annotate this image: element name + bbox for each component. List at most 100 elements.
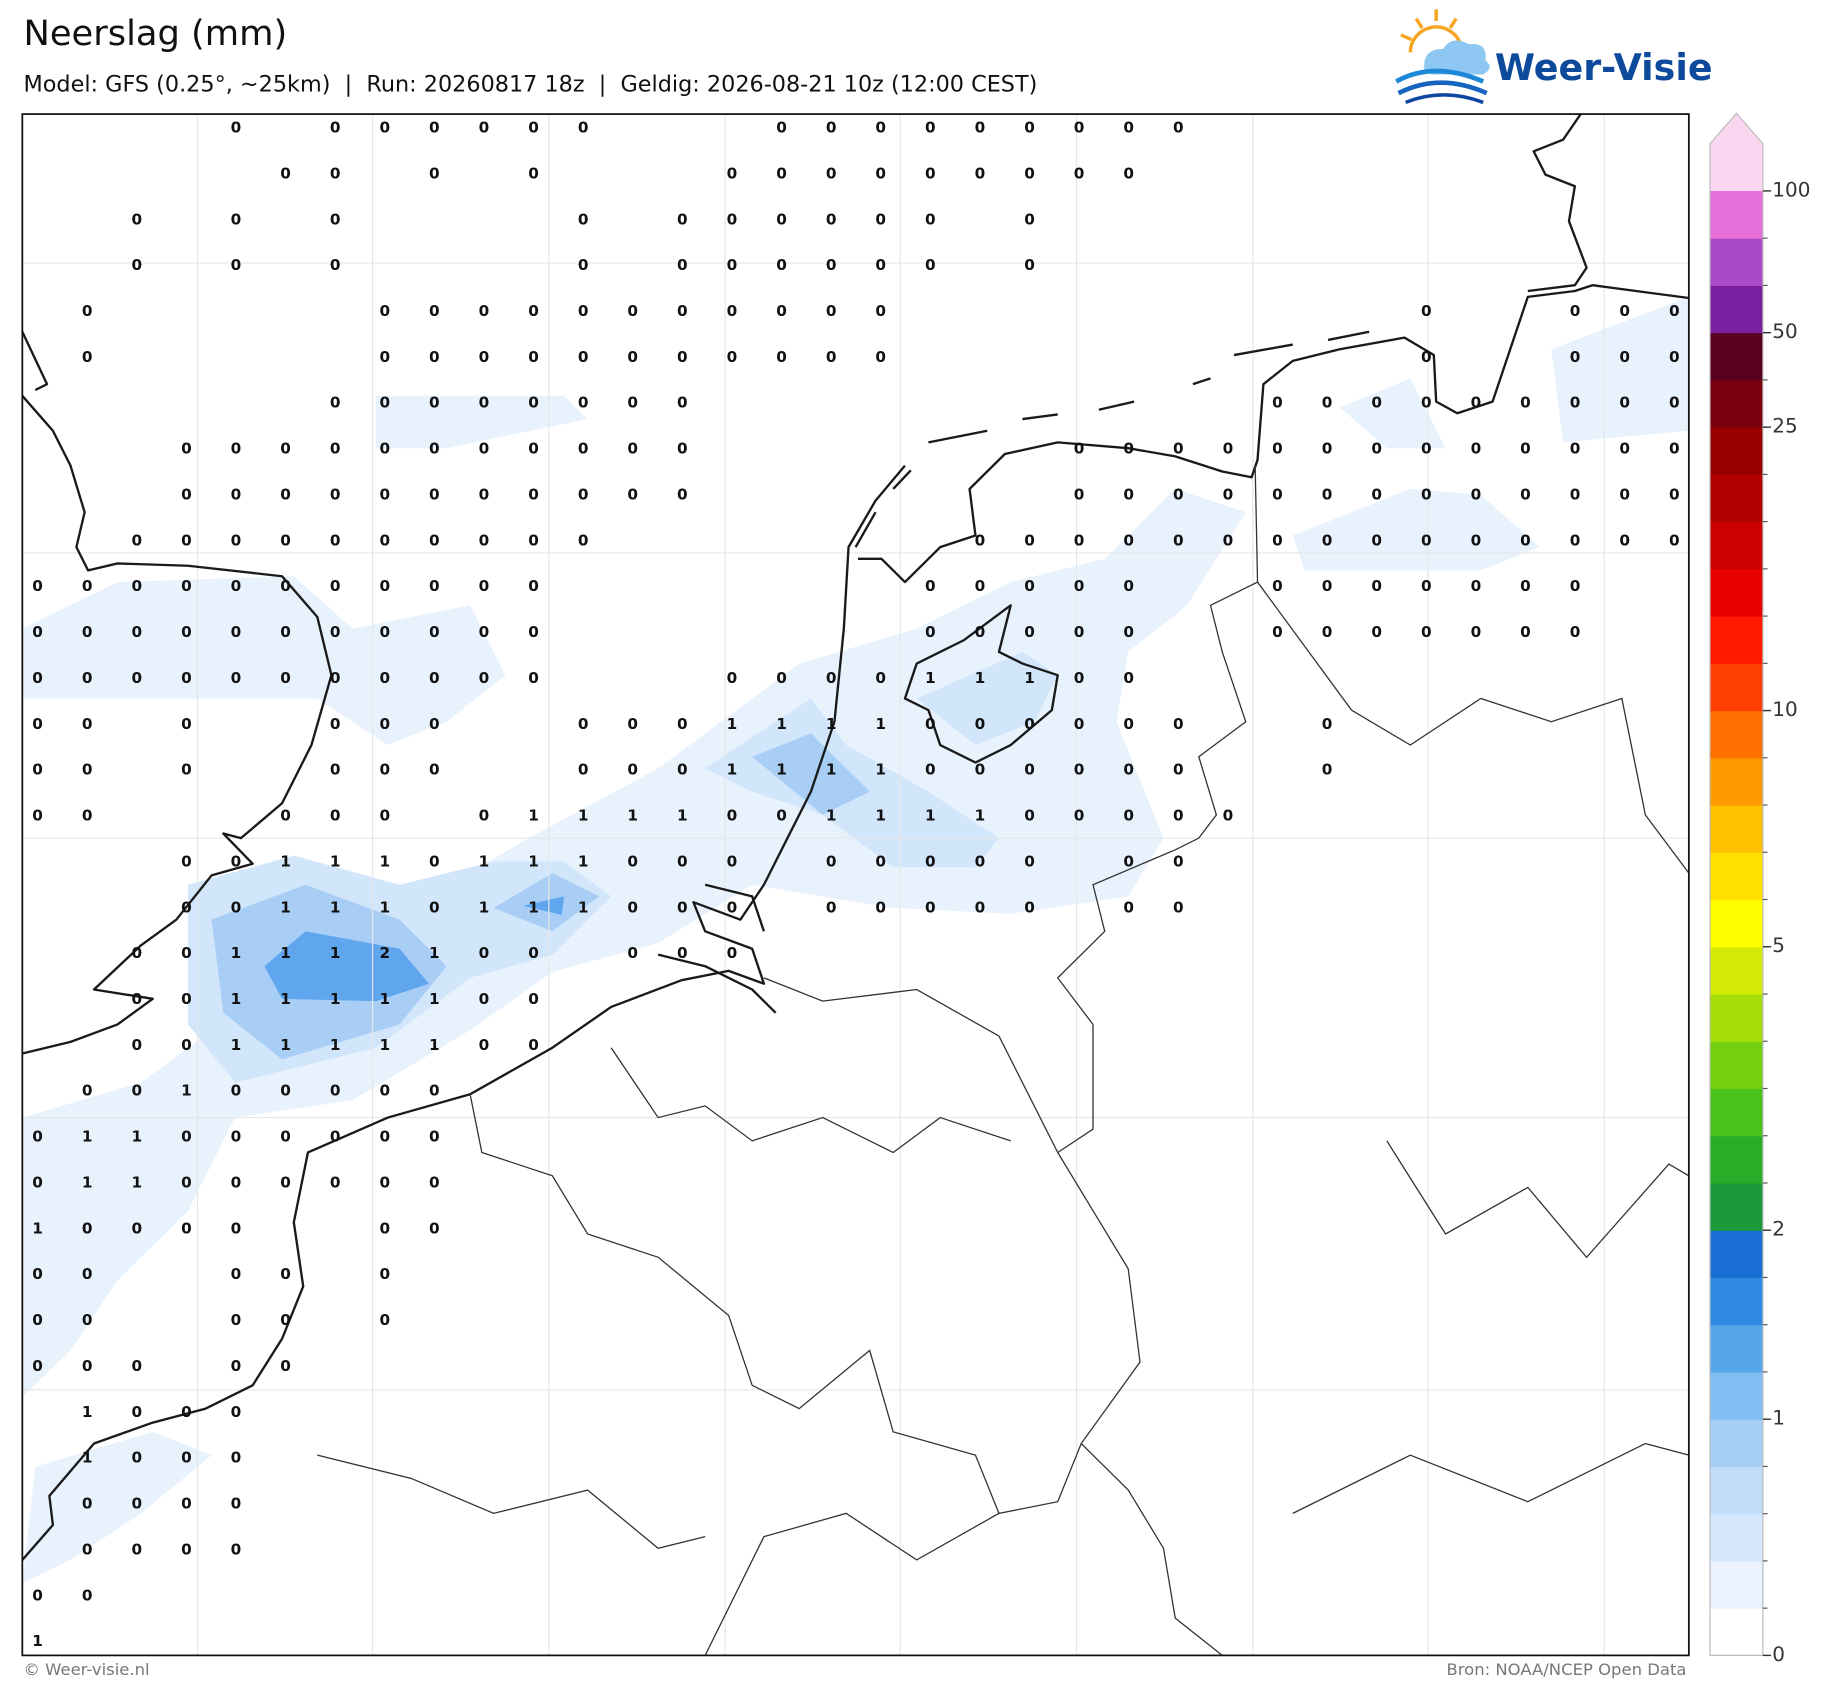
grid-value: 0 [1322,623,1333,641]
grid-value: 0 [32,807,43,825]
grid-value: 0 [231,486,242,504]
grid-value: 0 [528,164,539,182]
logo-text: Weer-Visie [1495,46,1713,89]
grid-value: 1 [231,1036,242,1054]
grid-value: 0 [1074,669,1085,687]
grid-value: 0 [429,1128,440,1146]
grid-value: 0 [677,210,688,228]
grid-value: 0 [32,1586,43,1604]
grid-value: 0 [181,669,192,687]
grid-value: 0 [131,577,142,595]
coastlines [21,113,1690,1561]
grid-value: 1 [727,761,738,779]
grid-value: 0 [1173,761,1184,779]
title: Neerslag (mm) [24,13,288,54]
grid-value: 0 [1570,302,1581,320]
grid-value: 0 [1173,898,1184,916]
grid-value: 0 [429,348,440,366]
grid-value: 0 [528,348,539,366]
grid-value: 0 [479,944,490,962]
grid-value: 0 [1570,623,1581,641]
grid-value: 0 [776,256,787,274]
grid-value: 0 [1024,807,1035,825]
precip-fill [22,296,1689,1584]
grid-value: 0 [131,1403,142,1421]
grid-value: 0 [330,531,341,549]
grid-value: 0 [429,302,440,320]
colorbar-bin [1710,1230,1763,1279]
grid-value: 0 [330,210,341,228]
grid-value: 0 [1074,486,1085,504]
grid-value: 0 [1223,486,1234,504]
grid-value: 0 [379,807,390,825]
grid-value: 0 [1074,623,1085,641]
grid-value: 0 [181,1403,192,1421]
grid-value: 0 [677,944,688,962]
grid-value: 1 [479,852,490,870]
grid-value: 0 [1520,486,1531,504]
grid-value: 0 [231,531,242,549]
grid-value: 0 [280,531,291,549]
grid-value: 0 [231,1357,242,1375]
grid-value: 0 [578,440,589,458]
grid-value: 0 [875,302,886,320]
grid-value: 0 [379,486,390,504]
grid-value: 0 [875,164,886,182]
map-frame [21,113,1690,1657]
grid-value: 0 [231,623,242,641]
grid-value: 0 [925,898,936,916]
grid-value: 0 [528,623,539,641]
grid-value: 0 [1371,577,1382,595]
grid-value: 0 [1322,761,1333,779]
grid-value: 0 [131,944,142,962]
grid-value: 0 [429,898,440,916]
grid-value: 0 [925,623,936,641]
grid-value: 0 [479,302,490,320]
grid-value: 0 [975,715,986,733]
grid-value: 0 [1421,623,1432,641]
colorbar-bin [1710,616,1763,664]
grid-value: 0 [1173,440,1184,458]
grid-value: 0 [925,761,936,779]
colorbar-bin [1710,1608,1763,1656]
grid-value: 0 [776,807,787,825]
grid-value: 0 [330,577,341,595]
grid-value: 0 [1123,669,1134,687]
colorbar-bin [1710,521,1763,570]
grid-value: 0 [1074,440,1085,458]
grid-value: 0 [975,852,986,870]
colorbar-bin [1710,1088,1763,1137]
grid-value: 0 [677,348,688,366]
grid-value: 0 [330,1128,341,1146]
grid-value: 0 [379,440,390,458]
grid-value: 1 [280,852,291,870]
grid-value: 0 [1471,486,1482,504]
grid-value: 0 [231,852,242,870]
grid-value: 1 [1024,669,1035,687]
grid-value: 0 [82,577,93,595]
grid-value: 0 [379,623,390,641]
grid-value: 2 [379,944,390,962]
grid-value: 0 [181,944,192,962]
grid-value: 0 [528,302,539,320]
grid-value: 0 [280,1265,291,1283]
grid-value: 1 [925,807,936,825]
grid-value: 0 [330,761,341,779]
grid-value: 0 [131,1036,142,1054]
grid-value: 0 [479,1036,490,1054]
colorbar-extension [1710,113,1763,191]
grid-value: 0 [677,256,688,274]
grid-value: 0 [82,1265,93,1283]
grid-value: 0 [1520,623,1531,641]
grid-value: 0 [181,1036,192,1054]
grid-value: 1 [330,898,341,916]
grid-value: 0 [578,715,589,733]
grid-value: 0 [1272,623,1283,641]
grid-value: 0 [231,440,242,458]
colorbar-bin [1710,1041,1763,1090]
grid-value: 0 [528,669,539,687]
grid-value: 0 [1123,807,1134,825]
colorbar-bin [1710,946,1763,995]
grid-value: 0 [32,1174,43,1192]
grid-value: 0 [479,119,490,137]
